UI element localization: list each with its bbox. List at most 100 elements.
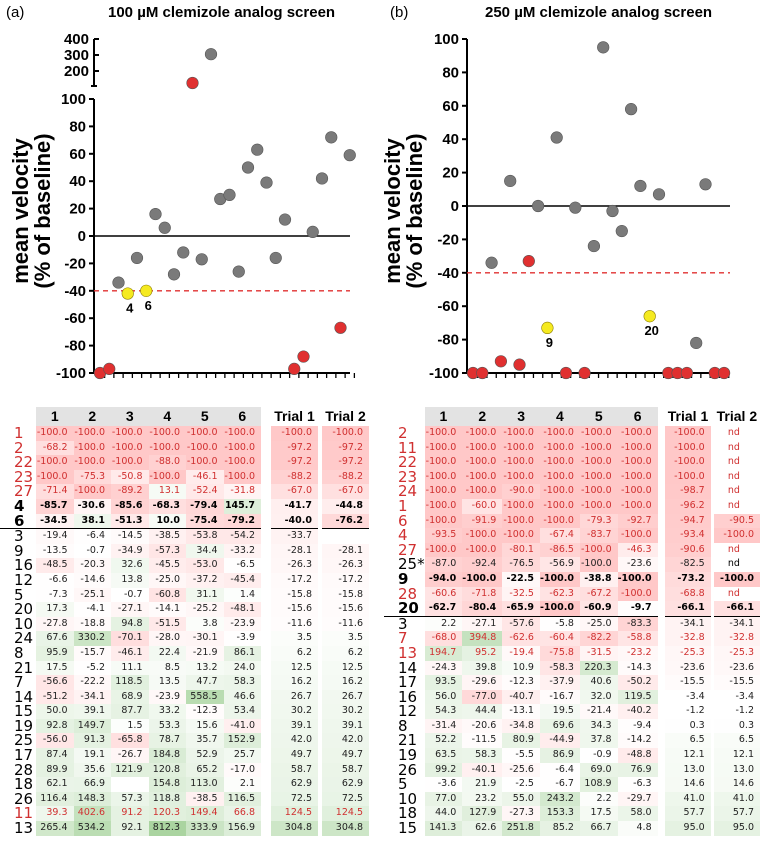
cell-gap: [710, 440, 714, 456]
data-point: [177, 246, 190, 259]
row-label: 22: [14, 453, 34, 472]
column-header: 6: [617, 407, 658, 426]
cell-value: 243.2: [539, 791, 580, 807]
trial2-value: 58.7: [322, 762, 369, 778]
cell-value: -37.2: [186, 572, 224, 588]
cell-value: 13.8: [111, 572, 149, 588]
row-label: 18: [14, 775, 34, 794]
trial1-value: 72.5: [271, 791, 318, 807]
data-point: [485, 256, 498, 269]
cell-value: -100.0: [617, 586, 658, 602]
cell-value: -5.8: [539, 616, 580, 632]
row-label: 2: [398, 424, 408, 442]
cell-value: -40.7: [502, 689, 540, 705]
row-label: 13: [14, 819, 34, 838]
trial2-value: -100.0: [322, 426, 369, 441]
row-label: 23: [398, 467, 418, 486]
trial2-value: -23.6: [713, 660, 760, 676]
cell-value: -25.2: [186, 602, 224, 617]
cell-value: 53.3: [148, 718, 186, 734]
cell-value: -100.0: [617, 455, 658, 470]
row-label: 5: [14, 585, 24, 604]
cell-value: -9.4: [617, 718, 658, 734]
cell-gap: [261, 675, 271, 690]
cell-value: -100.0: [462, 426, 503, 441]
cell-value: 80.9: [502, 733, 540, 749]
column-header: 2: [462, 407, 503, 426]
data-point: [699, 178, 712, 191]
row-label: 13: [398, 643, 418, 662]
data-point: [559, 366, 573, 380]
cell-value: -24.3: [424, 660, 463, 676]
cell-value: -25.0: [579, 616, 618, 632]
cell-gap: [710, 660, 714, 676]
row-label: 20: [14, 600, 34, 619]
cell-value: -100.0: [424, 513, 463, 529]
cell-value: 2.2: [579, 791, 618, 807]
data-point: [531, 199, 545, 213]
trial1-value: -41.7: [271, 498, 318, 514]
cell-value: 10.0: [148, 513, 186, 530]
cell-value: -23.6: [617, 557, 658, 572]
table-row: 6 -100.0 -91.9 -100.0 -100.0 -79.3 -92.7 -94.7-…: [384, 511, 760, 530]
cell-gap: [261, 572, 271, 588]
cell-value: [111, 777, 149, 792]
trial2-value: -67.0: [322, 484, 369, 499]
cell-value: 3.8: [186, 616, 224, 632]
cell-value: -100.0: [539, 484, 580, 499]
table-row: 14 -51.2 -34.1 68.9 -23.9 558.5 46.6 26.7 26.7: [0, 689, 369, 705]
cell-gap: [657, 469, 666, 485]
trial1-value: 6.5: [665, 733, 711, 749]
trial1-value: 12.5: [271, 660, 318, 676]
y-tick-label: -100: [56, 365, 86, 382]
cell-gap: [710, 675, 714, 690]
cell-value: -2.5: [502, 777, 540, 792]
cell-value: -67.4: [539, 528, 580, 543]
table-row: 15 141.3 62.6 251.8 85.2 66.7 4.8 95.0 95.0: [384, 821, 760, 836]
y-tick-label: -60: [64, 310, 86, 327]
table-row: 11 -100.0 -100.0 -100.0 -100.0 -100.0 -100.0 -1…: [384, 440, 760, 456]
table-row: 2 -100.0 -100.0 -100.0 -100.0 -100.0 -100.0 -10…: [384, 426, 760, 441]
data-point: [615, 224, 628, 238]
cell-gap: [261, 806, 271, 822]
table-row: 18 62.1 66.9 154.8 113.0 2.1 62.9 62.9: [0, 777, 369, 792]
cell-value: -100.0: [579, 542, 618, 558]
row-label: 27: [14, 482, 34, 501]
trial2-value: -88.2: [322, 469, 369, 485]
cell-value: 32.6: [111, 558, 149, 573]
cell-value: -0.9: [579, 748, 618, 763]
table-row: 24 67.6 330.2 -70.1 -28.0 -30.1 -3.9 3.5 3.5: [0, 631, 369, 646]
cell-value: -100.0: [462, 542, 503, 558]
table-row: 24 -100.0 -100.0 -90.0 -100.0 -100.0 -100.0 -98…: [384, 484, 760, 499]
data-point: [587, 239, 601, 253]
cell-value: -9.7: [617, 601, 658, 617]
cell-value: 52.2: [424, 733, 463, 749]
row-label: 15: [398, 819, 418, 838]
trial2-value: nd: [713, 440, 760, 456]
trial1-value: -15.5: [665, 675, 711, 690]
y-tick-label: -40: [64, 283, 86, 300]
cell-gap: [261, 543, 271, 559]
y-tick-label: 300: [64, 47, 89, 64]
cell-gap: [657, 748, 666, 763]
y-axis-label-line1: mean velocity: [8, 137, 33, 283]
cell-value: -79.2: [223, 513, 261, 530]
cell-value: -48.5: [36, 558, 74, 573]
trial1-value: -73.2: [665, 571, 711, 587]
cell-value: -68.2: [36, 440, 74, 456]
table-row: 23 -100.0 -75.3 -50.8 -100.0 -46.1 -100.0 -88.2…: [0, 469, 369, 485]
table-header-row: 1 2 3 4 5 6 Trial 1 Trial 2: [0, 407, 369, 426]
cell-value: 22.4: [148, 645, 186, 661]
cell-value: 25.7: [223, 748, 261, 763]
cell-value: -5.5: [502, 748, 540, 763]
row-label: 1: [398, 496, 408, 515]
cell-value: -100.0: [502, 528, 540, 543]
row-label: 6: [398, 511, 408, 530]
y-axis-label-line2: (% of baseline): [402, 133, 427, 288]
point-annotation: 4: [126, 301, 134, 316]
cell-value: 265.4: [36, 821, 74, 836]
cell-value: -6.4: [73, 529, 111, 544]
cell-value: -14.3: [617, 660, 658, 676]
table-row: 17 93.5 -29.6 -12.3 -37.9 40.6 -50.2 -15.5 -15.5: [384, 675, 760, 690]
cell-value: -100.0: [223, 440, 261, 456]
